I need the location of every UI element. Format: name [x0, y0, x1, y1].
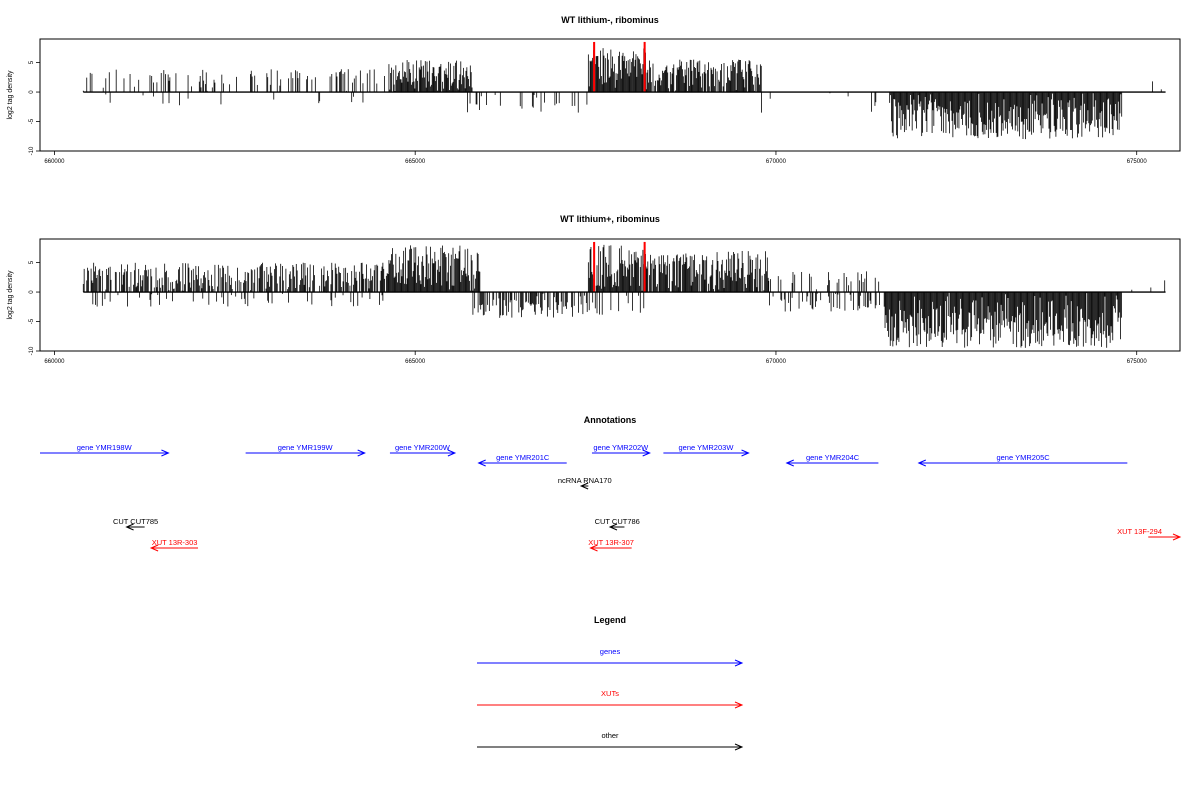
annotation-feature: XUT 13F-294 [1117, 527, 1182, 541]
bars-lithium-minus [82, 41, 1166, 140]
y-tick-label: -10 [29, 346, 35, 355]
y-tick-label: -5 [29, 318, 35, 324]
x-tick-label: 660000 [44, 359, 65, 365]
y-tick-label: 0 [29, 90, 35, 94]
feature-label: gene YMR198W [77, 443, 133, 452]
feature-arrow-head [741, 449, 750, 457]
panel-title-lithium-minus: WT lithium-, ribominus [561, 15, 659, 25]
annotation-feature: gene YMR202W [591, 443, 651, 457]
axes-lithium-minus: -10 -5 0 5 660000 665000 670000 675000 [29, 60, 1147, 165]
annotation-feature: gene YMR199W [245, 443, 366, 457]
feature-label: CUT CUT786 [595, 517, 640, 526]
legend-arrow-head [734, 659, 744, 667]
annotation-feature: CUT CUT785 [113, 517, 158, 531]
feature-arrow-head [785, 459, 794, 467]
annotations-section: Annotations gene YMR198W gene YMR199W gene… [40, 415, 1182, 552]
legend-entry: other [477, 731, 744, 751]
y-tick-label: 0 [29, 290, 35, 294]
feature-arrow-head [125, 523, 134, 531]
y-axis-label-lithium-plus: log2 tag density [7, 270, 14, 320]
legend-label: genes [600, 647, 621, 656]
annotation-feature: XUT 13R-303 [149, 538, 199, 552]
annotation-features: gene YMR198W gene YMR199W gene YMR200W gene… [40, 443, 1182, 552]
legend-section: Legend genes XUTs other [477, 615, 744, 751]
track-panel-lithium-minus: WT lithium-, ribominus log2 tag density … [7, 15, 1181, 165]
x-tick-label: 660000 [44, 159, 65, 165]
y-tick-label: 5 [29, 260, 35, 264]
plot-frame-lithium-minus [39, 38, 1181, 152]
feature-arrow-head [357, 449, 366, 457]
legend-label: other [601, 731, 619, 740]
feature-arrow-head [917, 459, 927, 467]
feature-label: gene YMR199W [278, 443, 334, 452]
feature-arrow-head [161, 449, 170, 457]
y-tick-label: 5 [29, 60, 35, 64]
legend-entry: XUTs [477, 689, 744, 709]
x-tick-label: 670000 [766, 159, 787, 165]
annotation-feature: CUT CUT786 [595, 517, 640, 531]
annotation-feature: ncRNA RNA170 [558, 476, 612, 490]
feature-label: XUT 13R-307 [588, 538, 634, 547]
feature-label: gene YMR201C [496, 453, 550, 462]
legend-title: Legend [594, 615, 626, 625]
x-tick-label: 675000 [1127, 359, 1148, 365]
feature-arrow-head [149, 544, 159, 552]
plot-frame-lithium-plus [39, 238, 1181, 352]
feature-label: XUT 13F-294 [1117, 527, 1162, 536]
x-tick-label: 675000 [1127, 159, 1148, 165]
annotations-title: Annotations [584, 415, 637, 425]
axes-lithium-plus: -10 -5 0 5 660000 665000 670000 675000 [29, 260, 1147, 365]
legend-arrow-head [734, 743, 744, 751]
feature-arrow-head [477, 459, 486, 467]
panel-title-lithium-plus: WT lithium+, ribominus [560, 214, 660, 224]
feature-arrow-head [608, 523, 618, 531]
annotation-feature: gene YMR200W [389, 443, 457, 457]
feature-arrow-head [1172, 533, 1182, 541]
feature-label: CUT CUT785 [113, 517, 158, 526]
annotation-feature: XUT 13R-307 [588, 538, 634, 552]
feature-label: gene YMR204C [806, 453, 860, 462]
feature-label: gene YMR203W [679, 443, 735, 452]
feature-label: ncRNA RNA170 [558, 476, 612, 485]
feature-arrow-head [579, 482, 589, 490]
bars-lithium-plus [82, 241, 1166, 348]
track-panel-lithium-plus: WT lithium+, ribominus log2 tag density … [7, 214, 1181, 365]
annotation-feature: gene YMR198W [40, 443, 170, 457]
annotation-feature: gene YMR204C [785, 453, 879, 467]
feature-label: gene YMR200W [395, 443, 451, 452]
x-tick-label: 670000 [766, 359, 787, 365]
y-axis-label-lithium-minus: log2 tag density [7, 70, 14, 120]
y-tick-label: -10 [29, 146, 35, 155]
x-tick-label: 665000 [405, 159, 426, 165]
legend-entry: genes [477, 647, 744, 667]
legend-arrow-head [734, 701, 744, 709]
feature-arrow-head [589, 544, 598, 552]
legend-label: XUTs [601, 689, 619, 698]
feature-arrow-head [447, 449, 457, 457]
annotation-feature: gene YMR205C [917, 453, 1128, 467]
feature-label: gene YMR202W [593, 443, 649, 452]
x-tick-label: 665000 [405, 359, 426, 365]
feature-label: gene YMR205C [996, 453, 1050, 462]
y-tick-label: -5 [29, 118, 35, 124]
annotation-feature: gene YMR203W [663, 443, 750, 457]
annotation-feature: gene YMR201C [477, 453, 567, 467]
legend-entries: genes XUTs other [477, 647, 744, 751]
feature-label: XUT 13R-303 [152, 538, 198, 547]
feature-arrow-head [642, 449, 651, 457]
